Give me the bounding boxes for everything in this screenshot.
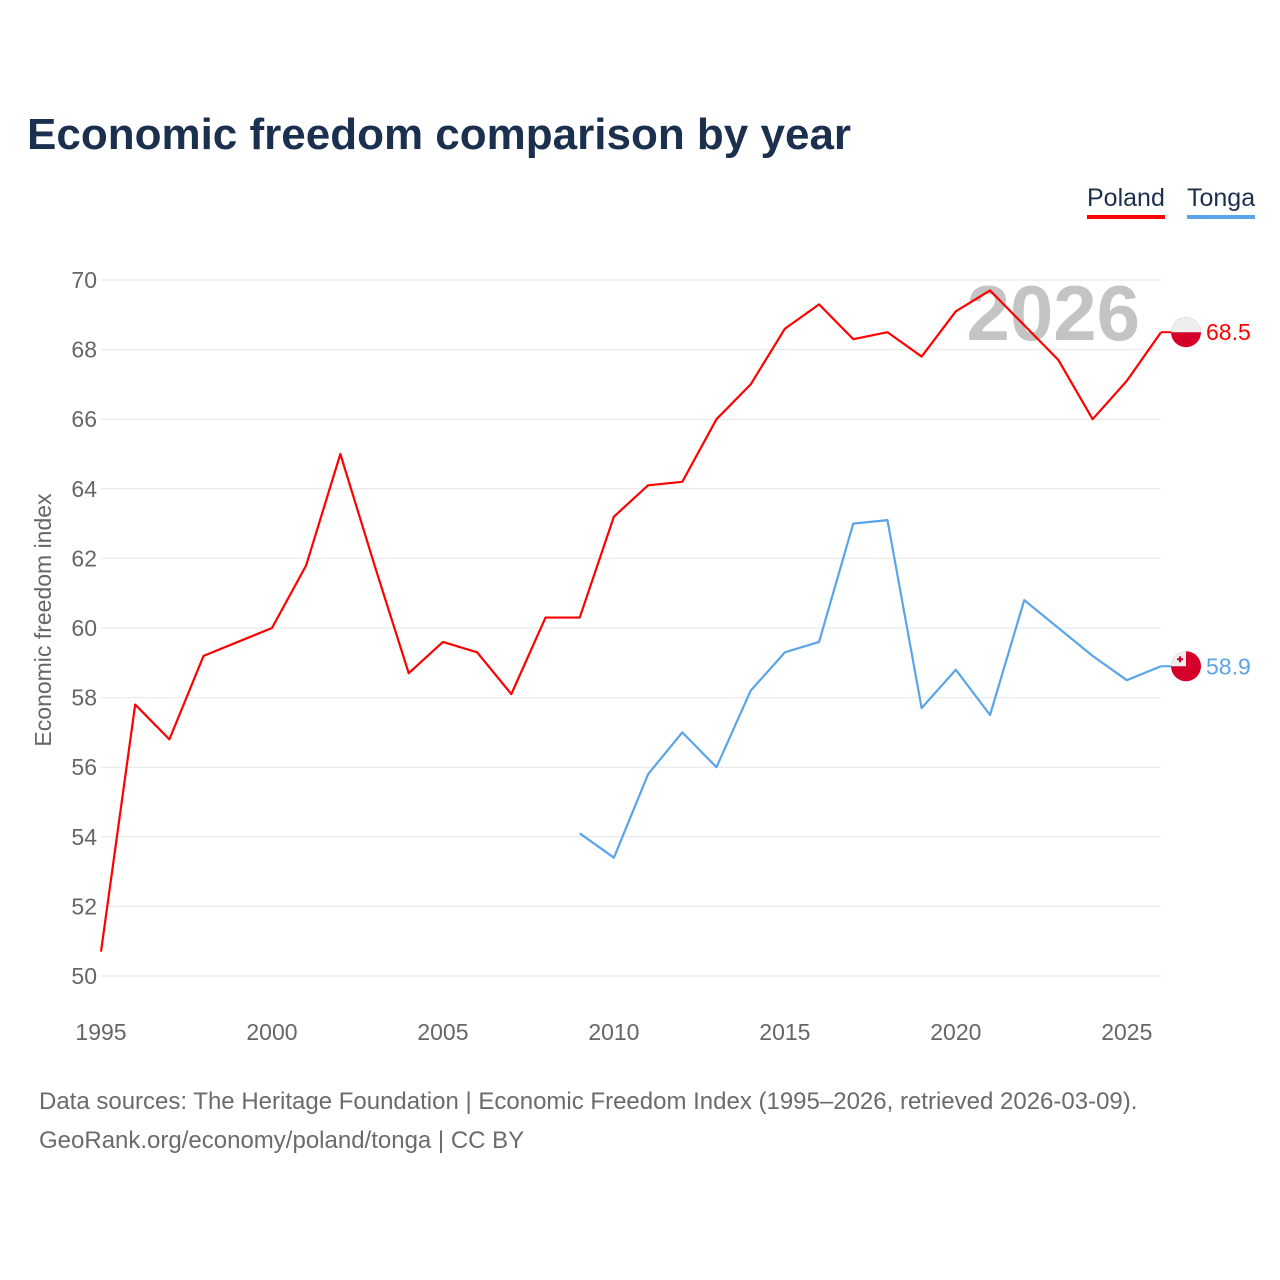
data-point-tonga (1124, 677, 1130, 683)
end-value-label: 68.5 (1206, 319, 1251, 345)
data-point-poland (474, 649, 480, 655)
data-point-poland (269, 625, 275, 631)
data-point-tonga (713, 764, 719, 770)
data-point-poland (132, 702, 138, 708)
data-point-tonga (679, 729, 685, 735)
flag-cross (1177, 656, 1183, 663)
y-tick-label: 70 (71, 267, 97, 293)
data-point-poland (713, 416, 719, 422)
data-point-poland (372, 562, 378, 568)
y-tick-label: 58 (71, 685, 97, 711)
x-tick-label: 2020 (930, 1019, 981, 1045)
data-point-poland (508, 691, 514, 697)
data-point-poland (337, 451, 343, 457)
data-point-poland (748, 381, 754, 387)
y-tick-label: 60 (71, 615, 97, 641)
x-tick-label: 2015 (759, 1019, 810, 1045)
data-point-tonga (987, 712, 993, 718)
data-point-tonga (953, 667, 959, 673)
y-tick-label: 68 (71, 337, 97, 363)
y-tick-label: 62 (71, 545, 97, 571)
y-tick-label: 56 (71, 754, 97, 780)
y-tick-label: 54 (71, 824, 97, 850)
data-point-tonga (748, 688, 754, 694)
data-point-poland (440, 639, 446, 645)
data-point-poland (1090, 416, 1096, 422)
data-point-tonga (577, 830, 583, 836)
flag-white-half (1171, 317, 1201, 333)
legend-tonga[interactable]: Tonga (1187, 184, 1256, 219)
data-point-poland (1124, 378, 1130, 384)
footer-sources: Data sources: The Heritage Foundation | … (39, 1088, 1138, 1115)
legend-poland[interactable]: Poland (1087, 184, 1165, 219)
data-point-poland (850, 336, 856, 342)
y-tick-label: 52 (71, 893, 97, 919)
series-line-tonga (579, 519, 1162, 859)
data-point-poland (577, 615, 583, 621)
data-point-tonga (850, 521, 856, 527)
data-point-poland (679, 479, 685, 485)
data-point-poland (303, 562, 309, 568)
data-point-poland (201, 653, 207, 659)
data-point-tonga (782, 649, 788, 655)
end-value-label: 58.9 (1206, 653, 1251, 679)
data-point-tonga (1055, 625, 1061, 631)
x-tick-label: 2010 (588, 1019, 639, 1045)
data-point-tonga (1021, 597, 1027, 603)
data-point-tonga (1090, 653, 1096, 659)
x-tick-label: 2025 (1101, 1019, 1152, 1045)
data-point-tonga (645, 771, 651, 777)
x-tick-label: 2005 (417, 1019, 468, 1045)
x-tick-label: 2000 (246, 1019, 297, 1045)
year-watermark: 2026 (966, 269, 1140, 357)
data-point-poland (816, 301, 822, 307)
data-point-poland (1021, 322, 1027, 328)
data-point-poland (987, 287, 993, 293)
x-tick-label: 1995 (75, 1019, 126, 1045)
data-point-poland (235, 639, 241, 645)
data-point-poland (953, 308, 959, 314)
y-tick-label: 64 (71, 476, 97, 502)
data-point-poland (98, 949, 104, 955)
data-point-tonga (919, 705, 925, 711)
data-point-poland (919, 354, 925, 360)
data-point-poland (166, 736, 172, 742)
data-point-tonga (611, 855, 617, 861)
y-tick-label: 50 (71, 963, 97, 989)
data-point-poland (406, 670, 412, 676)
data-point-tonga (816, 639, 822, 645)
series-line-poland (99, 289, 1162, 952)
chart-title: Economic freedom comparison by year (27, 110, 852, 159)
data-point-poland (543, 615, 549, 621)
y-tick-label: 66 (71, 406, 97, 432)
data-point-poland (884, 329, 890, 335)
data-point-poland (611, 514, 617, 520)
data-point-poland (782, 326, 788, 332)
data-point-tonga (884, 517, 890, 523)
data-point-poland (645, 482, 651, 488)
footer-credit: GeoRank.org/economy/poland/tonga | CC BY (39, 1127, 525, 1154)
data-point-poland (1055, 357, 1061, 363)
y-axis-label: Economic freedom index (30, 493, 56, 747)
